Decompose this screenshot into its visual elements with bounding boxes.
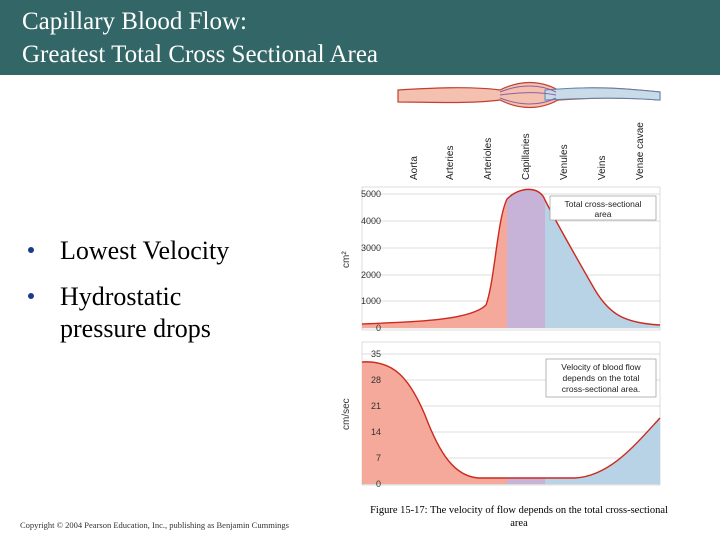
label-veins: Veins: [597, 156, 608, 180]
copyright-notice: Copyright © 2004 Pearson Education, Inc.…: [20, 520, 289, 530]
label-arteries: Arteries: [445, 146, 456, 180]
bottom-legend-line-3: cross-sectional area.: [562, 384, 640, 394]
label-venules: Venules: [559, 144, 570, 180]
label-venae-cavae: Venae cavae: [635, 122, 646, 180]
bottom-axis-label: cm/sec: [341, 398, 352, 430]
top-tick-1000: 1000: [361, 296, 381, 306]
bottom-tick-21: 21: [371, 401, 381, 411]
bottom-tick-0: 0: [376, 479, 381, 489]
bullet-text-line-2: pressure drops: [60, 314, 211, 343]
top-tick-0: 0: [376, 323, 381, 333]
top-legend-box: [549, 195, 657, 221]
label-capillaries: Capillaries: [521, 133, 532, 180]
bullet-dot-icon: [28, 247, 34, 253]
slide-title-line-2: Greatest Total Cross Sectional Area: [22, 41, 379, 68]
top-axis-label: cm²: [341, 251, 352, 268]
vessel-labels: Aorta Arteries Arterioles Capillaries Ve…: [409, 122, 646, 180]
bottom-tick-35: 35: [371, 349, 381, 359]
bottom-tick-7: 7: [376, 453, 381, 463]
title-bar: Capillary Blood Flow: Greatest Total Cro…: [0, 0, 720, 75]
bullet-text: Lowest Velocity: [60, 236, 230, 265]
chart-cross-sectional-area: 5000 4000 3000 2000 1000 0 cm² Total cro…: [341, 186, 661, 333]
bullet-text-line-1: Hydrostatic: [60, 282, 182, 311]
slide-title-line-1: Capillary Blood Flow:: [22, 8, 247, 35]
bullet-dot-icon: [28, 293, 34, 299]
bottom-tick-28: 28: [371, 375, 381, 385]
top-tick-2000: 2000: [361, 270, 381, 280]
label-aorta: Aorta: [409, 156, 420, 180]
bottom-legend-line-2: depends on the total: [562, 373, 639, 383]
top-tick-3000: 3000: [361, 243, 381, 253]
top-tick-4000: 4000: [361, 216, 381, 226]
figure-caption: Figure 15-17: The velocity of flow depen…: [370, 505, 668, 529]
vessel-illustration: [397, 81, 661, 109]
top-legend-line-2: area: [594, 209, 611, 219]
chart-velocity: 35 28 21 14 7 0 cm/sec Velocity of blood…: [341, 341, 661, 489]
label-arterioles: Arterioles: [483, 138, 494, 180]
top-tick-5000: 5000: [361, 189, 381, 199]
top-legend-line-1: Total cross-sectional: [564, 199, 641, 209]
bottom-tick-14: 14: [371, 427, 381, 437]
bottom-legend-box: [545, 358, 657, 398]
bottom-legend-line-1: Velocity of blood flow: [561, 362, 641, 372]
